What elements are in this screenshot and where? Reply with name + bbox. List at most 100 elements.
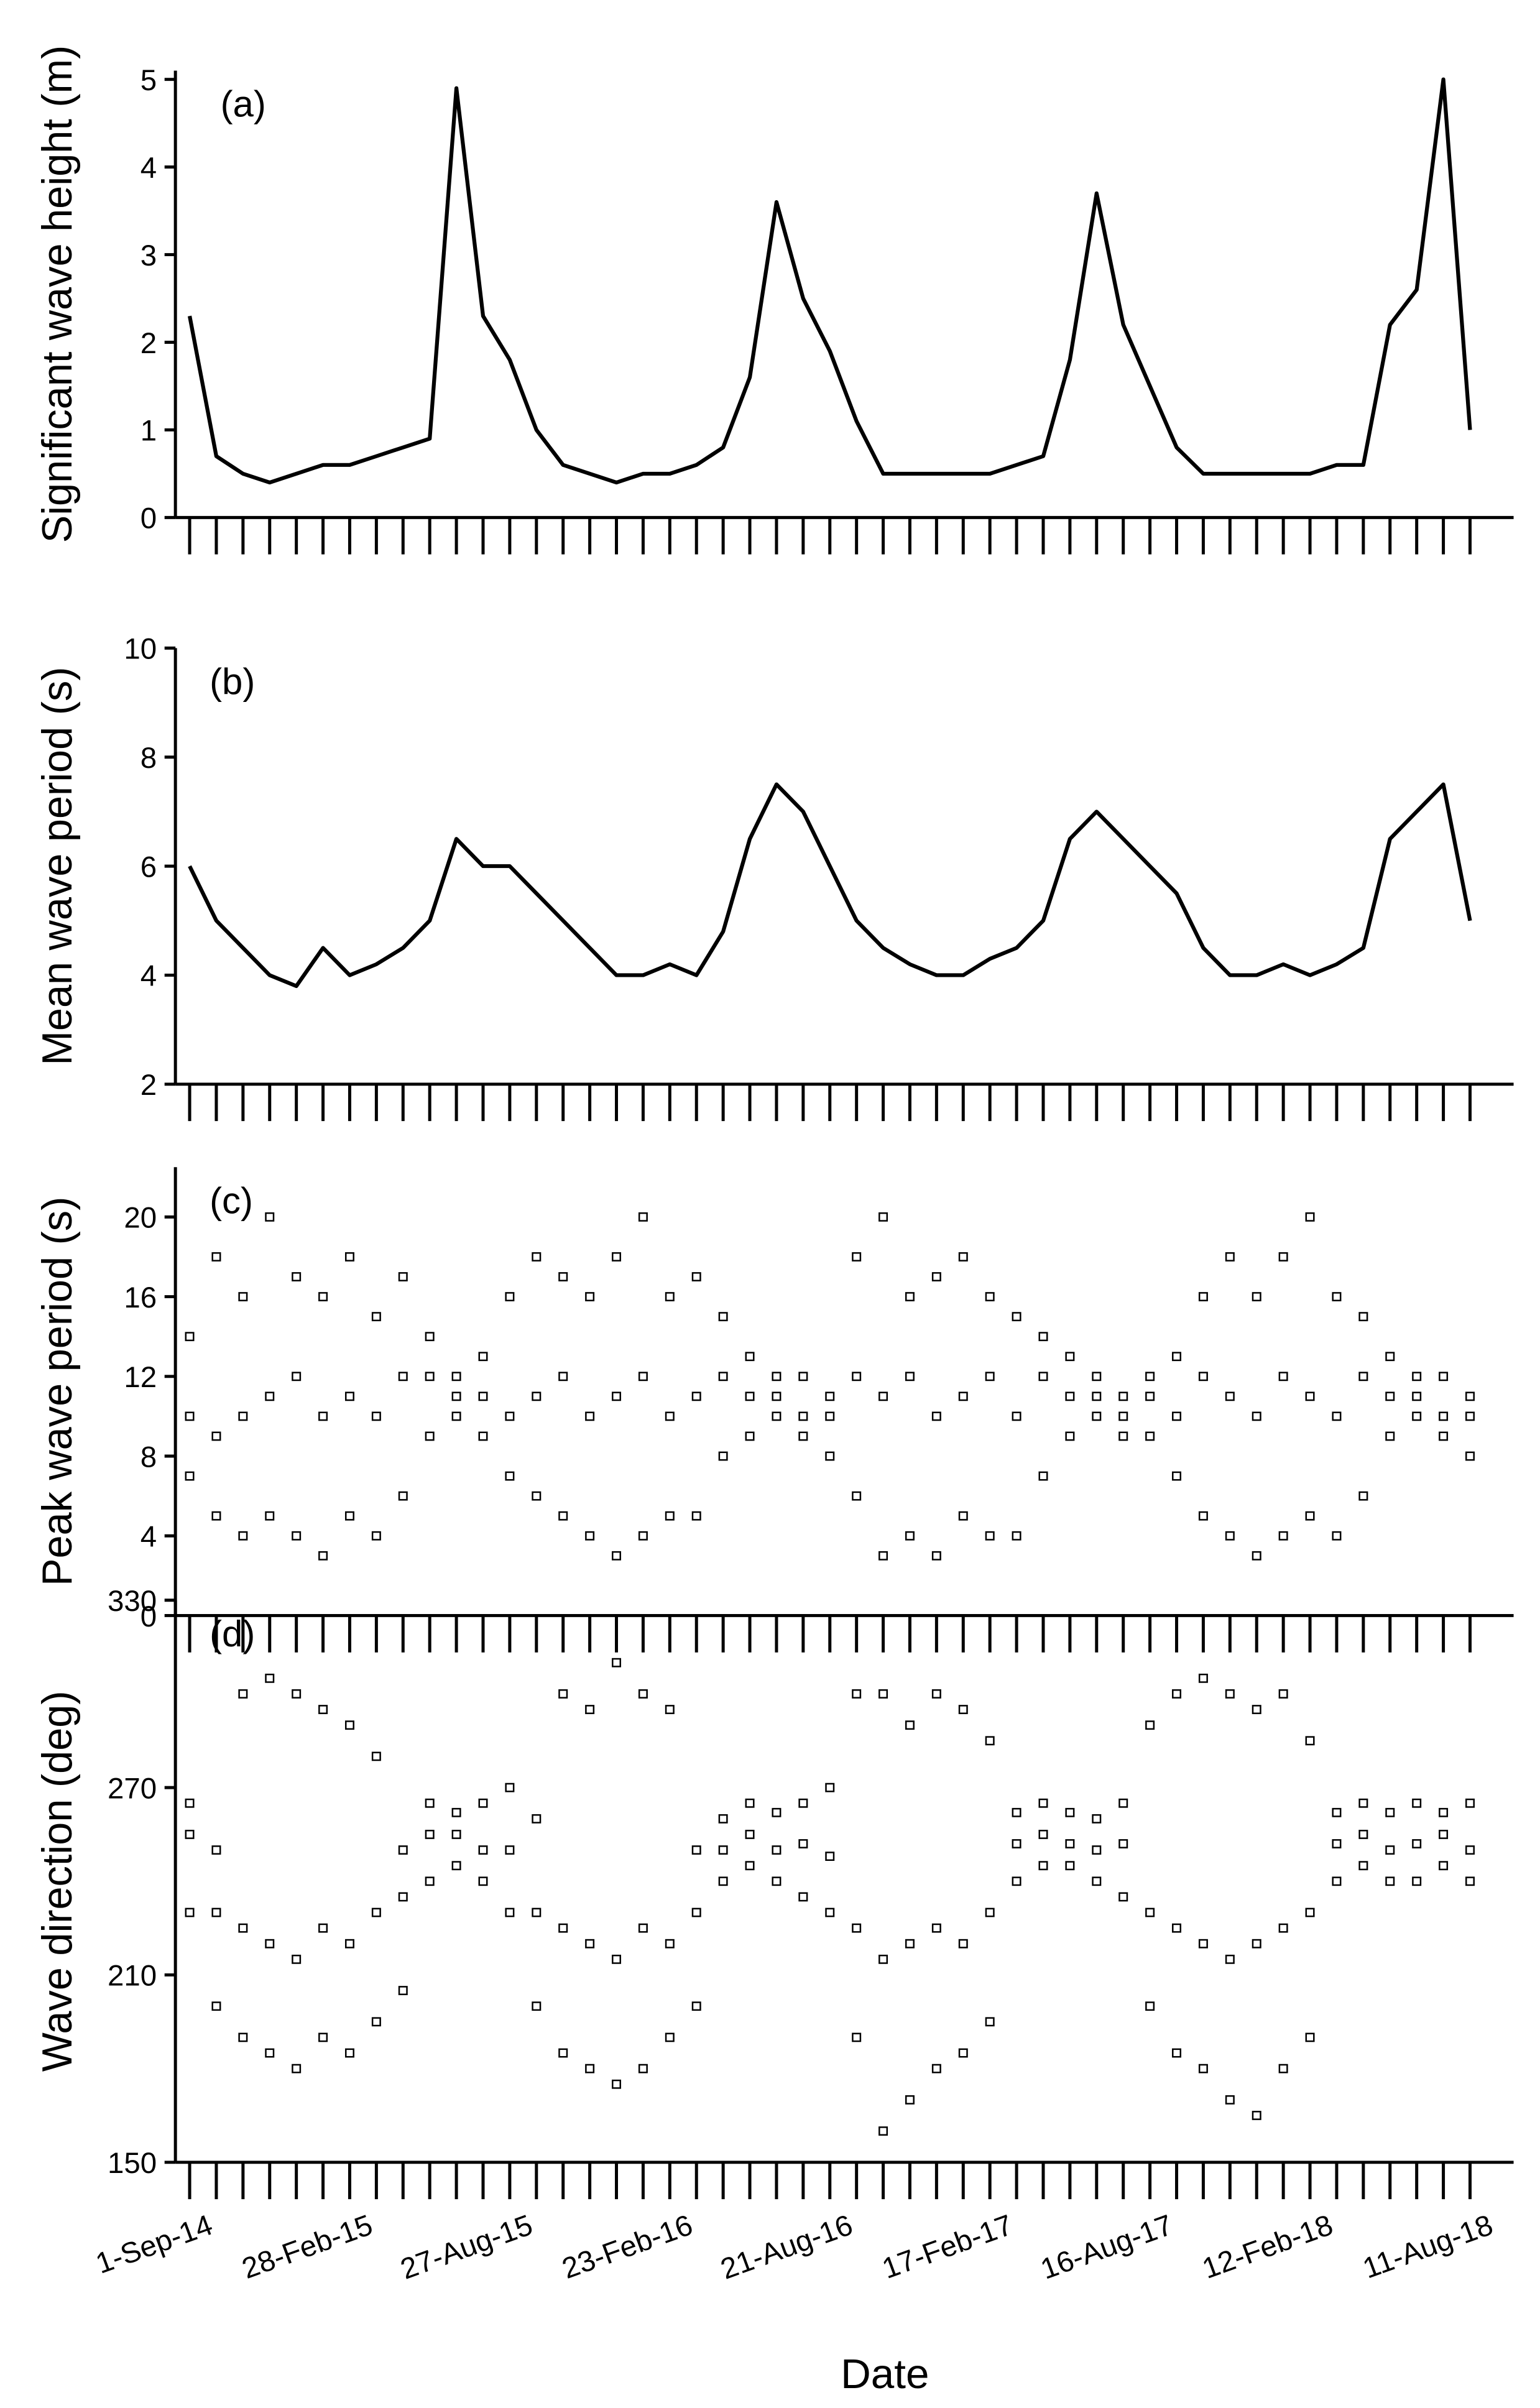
x-tick-label: 23-Feb-16: [558, 2208, 697, 2285]
data-point: [718, 1876, 728, 1886]
data-point: [1092, 1372, 1102, 1382]
data-point: [798, 1892, 808, 1902]
data-point: [931, 1551, 941, 1561]
data-point: [1439, 1830, 1449, 1839]
data-point: [425, 1830, 435, 1839]
data-point: [1358, 1312, 1368, 1322]
data-point: [718, 1845, 728, 1855]
data-point: [638, 1689, 648, 1699]
data-point: [1038, 1372, 1048, 1382]
data-point: [1065, 1807, 1075, 1817]
data-point: [825, 1391, 835, 1401]
data-point: [558, 1689, 568, 1699]
data-point: [1305, 2032, 1315, 2042]
data-line: [188, 782, 1472, 989]
data-point: [1412, 1798, 1422, 1808]
data-point: [558, 1372, 568, 1382]
data-point: [852, 1372, 862, 1382]
data-point: [292, 1531, 302, 1541]
y-tick-label: 4: [141, 151, 157, 184]
data-point: [1332, 1839, 1342, 1848]
y-tick-label: 6: [141, 851, 157, 883]
data-point: [451, 1411, 461, 1421]
data-point: [1065, 1391, 1075, 1401]
data-point: [1465, 1451, 1475, 1461]
data-point: [1225, 2095, 1235, 2105]
data-point: [478, 1391, 488, 1401]
data-point: [185, 1332, 195, 1342]
data-point: [1198, 2064, 1208, 2074]
data-point: [612, 2079, 622, 2089]
data-line: [187, 77, 1472, 485]
data-point: [238, 1689, 248, 1699]
data-point: [1118, 1839, 1128, 1848]
panel-label: (a): [221, 83, 266, 125]
y-tick-label: 20: [124, 1201, 157, 1234]
data-point: [425, 1332, 435, 1342]
y-axis-label: Peak wave period (s): [34, 1197, 81, 1586]
data-point: [905, 1939, 915, 1949]
data-point: [1332, 1292, 1342, 1301]
data-point: [958, 1511, 968, 1521]
data-point: [1332, 1876, 1342, 1886]
data-point: [638, 1923, 648, 1933]
data-point: [1252, 1705, 1261, 1714]
data-point: [1092, 1814, 1102, 1824]
data-point: [371, 2017, 381, 2027]
data-point: [398, 1272, 408, 1281]
data-point: [1172, 2048, 1182, 2058]
data-point: [371, 1312, 381, 1322]
data-point: [1198, 1372, 1208, 1382]
y-axis-label: Significant wave height (m): [34, 45, 81, 543]
data-point: [532, 1252, 542, 1262]
y-tick-label: 5: [141, 63, 157, 96]
data-point: [185, 1830, 195, 1839]
data-point: [772, 1372, 782, 1382]
data-point: [238, 1923, 248, 1933]
data-point: [1465, 1845, 1475, 1855]
data-point: [318, 1411, 328, 1421]
data-point: [211, 1907, 221, 1917]
data-point: [691, 1511, 701, 1521]
data-point: [1305, 1212, 1315, 1222]
data-point: [958, 1939, 968, 1949]
data-point: [852, 2032, 862, 2042]
data-point: [1385, 1391, 1395, 1401]
data-point: [1145, 1431, 1155, 1441]
y-axis-label: Mean wave period (s): [34, 667, 81, 1066]
x-tick-label: 1-Sep-14: [91, 2208, 217, 2280]
data-point: [878, 1551, 888, 1561]
data-point: [905, 1292, 915, 1301]
data-point: [745, 1352, 755, 1362]
data-point: [852, 1252, 862, 1262]
data-point: [745, 1798, 755, 1808]
data-point: [665, 1292, 675, 1301]
data-point: [1225, 1954, 1235, 1964]
data-point: [931, 2064, 941, 2074]
data-point: [665, 1939, 675, 1949]
data-point: [852, 1491, 862, 1501]
data-point: [398, 1986, 408, 1995]
data-point: [318, 2032, 328, 2042]
data-point: [451, 1391, 461, 1401]
data-point: [1012, 1876, 1021, 1886]
data-point: [878, 1689, 888, 1699]
data-point: [185, 1411, 195, 1421]
data-point: [1358, 1798, 1368, 1808]
data-point: [772, 1876, 782, 1886]
data-point: [211, 1431, 221, 1441]
data-point: [905, 2095, 915, 2105]
data-point: [265, 1673, 275, 1683]
data-point: [344, 1252, 354, 1262]
data-point: [211, 2001, 221, 2011]
data-point: [1278, 2064, 1288, 2074]
data-point: [585, 1705, 595, 1714]
data-point: [852, 1923, 862, 1933]
data-point: [344, 2048, 354, 2058]
x-tick-label: 28-Feb-15: [237, 2208, 377, 2285]
data-point: [825, 1451, 835, 1461]
data-point: [1012, 1531, 1021, 1541]
data-point: [1465, 1876, 1475, 1886]
data-point: [1092, 1411, 1102, 1421]
data-point: [1358, 1372, 1368, 1382]
